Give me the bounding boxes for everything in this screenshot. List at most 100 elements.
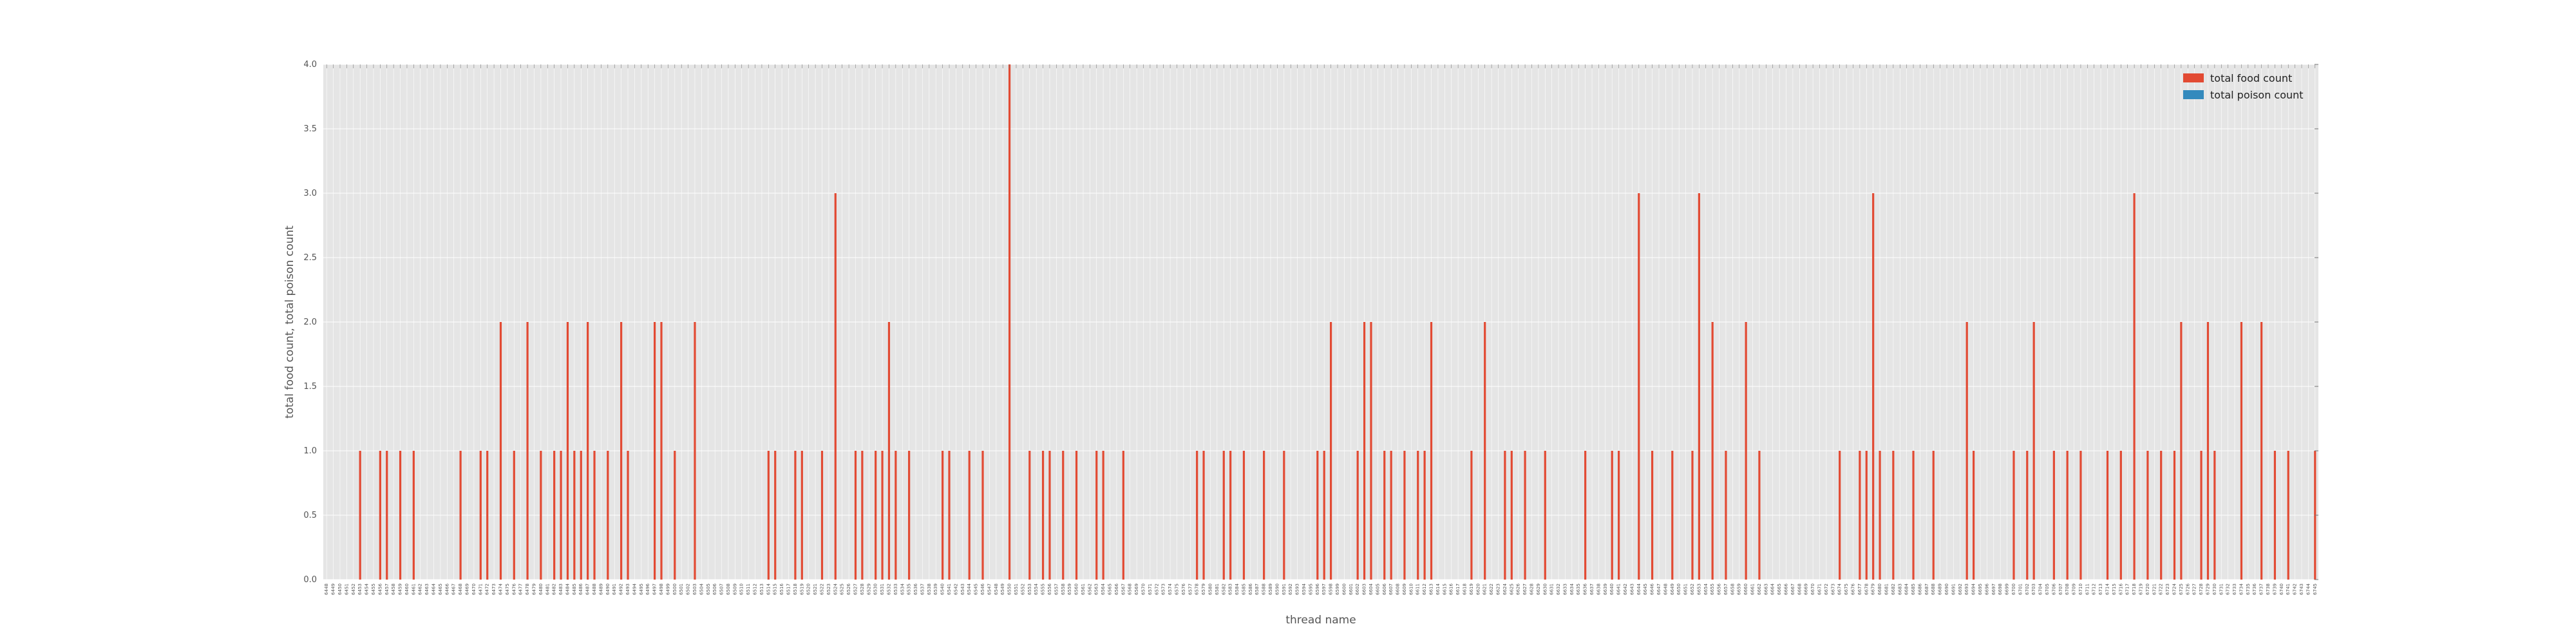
x-tick-label: 6712 — [2092, 583, 2097, 595]
x-tick-label: 6556 — [1047, 583, 1052, 594]
x-tick-label: 6516 — [779, 583, 784, 594]
y-tick-label: 1.0 — [303, 446, 317, 456]
x-tick-label: 6669 — [1804, 583, 1809, 595]
x-tick-label: 6642 — [1623, 583, 1628, 595]
bar-total-food-count — [620, 322, 623, 580]
x-tick-label: 6607 — [1388, 583, 1394, 595]
x-tick-label: 6599 — [1335, 583, 1340, 595]
bar-total-food-count — [1691, 451, 1694, 580]
x-tick-label: 6641 — [1616, 583, 1622, 595]
bar-total-food-count — [2200, 451, 2202, 580]
x-tick-label: 6736 — [2252, 583, 2257, 594]
x-tick-label: 6707 — [2058, 583, 2063, 595]
x-tick-label: 6676 — [1850, 583, 1855, 594]
x-tick-label: 6709 — [2072, 583, 2077, 595]
x-tick-label: 6628 — [1529, 583, 1534, 595]
x-tick-label: 6728 — [2199, 583, 2204, 595]
x-tick-label: 6559 — [1067, 583, 1072, 595]
x-tick-label: 6737 — [2259, 583, 2264, 595]
bar-total-food-count — [1329, 322, 1332, 580]
bar-total-food-count — [566, 322, 569, 580]
bar-total-food-count — [1095, 451, 1098, 580]
bar-total-food-count — [1965, 322, 1968, 580]
x-tick-label: 6657 — [1723, 583, 1728, 595]
x-tick-label: 6717 — [2125, 583, 2130, 595]
x-tick-label: 6688 — [1931, 583, 1936, 595]
bar-total-food-count — [2146, 451, 2149, 580]
x-tick-label: 6574 — [1168, 583, 1173, 594]
bar-total-food-count — [2079, 451, 2082, 580]
x-tick-label: 6667 — [1790, 583, 1795, 595]
x-tick-label: 6575 — [1174, 583, 1179, 595]
x-tick-label: 6742 — [2293, 583, 2298, 595]
x-tick-label: 6585 — [1241, 583, 1246, 595]
bar-total-food-count — [1028, 451, 1031, 580]
x-tick-label: 6515 — [773, 583, 778, 595]
x-tick-label: 6497 — [652, 583, 658, 595]
bar-total-food-count — [2213, 451, 2216, 580]
x-tick-label: 6652 — [1690, 583, 1695, 595]
bar-total-food-count — [895, 451, 897, 580]
x-tick-label: 6535 — [907, 583, 912, 595]
bar-total-food-count — [887, 322, 891, 580]
x-tick-label: 6645 — [1643, 583, 1648, 595]
x-tick-label: 6486 — [578, 583, 583, 594]
bar-total-food-count — [1745, 322, 1747, 580]
x-tick-label: 6483 — [558, 583, 564, 595]
bar-total-food-count — [1048, 451, 1051, 580]
x-tick-label: 6542 — [953, 583, 958, 595]
x-tick-label: 6461 — [411, 583, 416, 595]
legend-swatch-food — [2183, 73, 2204, 82]
x-tick-label: 6587 — [1255, 583, 1260, 595]
bar-total-food-count — [499, 322, 502, 580]
bar-total-food-count — [2206, 322, 2210, 580]
x-tick-label: 6733 — [2232, 583, 2237, 595]
x-tick-label: 6681 — [1884, 583, 1889, 595]
x-tick-label: 6648 — [1663, 583, 1668, 595]
y-tick-label: 0.0 — [303, 575, 317, 585]
bar-total-food-count — [1973, 451, 1975, 580]
x-tick-label: 6678 — [1864, 583, 1869, 595]
x-tick-label: 6563 — [1094, 583, 1099, 595]
x-tick-label: 6596 — [1315, 583, 1320, 594]
x-tick-label: 6610 — [1408, 583, 1414, 595]
bar-total-food-count — [1283, 451, 1285, 580]
x-tick-label: 6611 — [1416, 583, 1421, 595]
x-tick-label: 6523 — [826, 583, 831, 595]
x-tick-label: 6579 — [1201, 583, 1206, 595]
bar-total-food-count — [1242, 451, 1245, 580]
x-tick-label: 6650 — [1676, 583, 1681, 595]
bar-total-food-count — [854, 451, 857, 580]
bar-total-food-count — [1524, 451, 1526, 580]
bar-total-food-count — [627, 451, 629, 580]
x-tick-label: 6450 — [337, 583, 343, 595]
x-tick-label: 6689 — [1938, 583, 1943, 595]
x-tick-label: 6593 — [1295, 583, 1300, 595]
bar-total-food-count — [968, 451, 971, 580]
x-tick-label: 6541 — [947, 583, 952, 595]
x-tick-label: 6601 — [1349, 583, 1354, 595]
x-tick-label: 6527 — [853, 583, 858, 595]
bar-total-food-count — [553, 451, 556, 580]
x-tick-label: 6543 — [960, 583, 965, 595]
x-tick-label: 6499 — [665, 583, 670, 595]
x-tick-label: 6449 — [331, 583, 336, 595]
y-axis-ticks: 0.0 0.5 1.0 1.5 2.0 2.5 3.0 3.5 4.0 — [303, 60, 2318, 585]
x-tick-label: 6745 — [2313, 583, 2318, 595]
x-tick-label: 6477 — [518, 583, 524, 595]
x-tick-label: 6553 — [1027, 583, 1032, 595]
x-tick-label: 6727 — [2192, 583, 2197, 595]
bar-total-food-count — [1504, 451, 1506, 580]
x-tick-label: 6501 — [679, 583, 684, 595]
x-tick-label: 6679 — [1871, 583, 1876, 595]
y-tick-label: 3.0 — [303, 189, 317, 198]
x-tick-label: 6520 — [806, 583, 811, 595]
x-tick-label: 6623 — [1495, 583, 1501, 595]
x-tick-label: 6494 — [632, 583, 637, 594]
x-tick-label: 6708 — [2065, 583, 2070, 595]
x-tick-label: 6636 — [1583, 583, 1588, 594]
bar-total-food-count — [2026, 451, 2029, 580]
bar-total-food-count — [1584, 451, 1587, 580]
bar-total-food-count — [2260, 322, 2263, 580]
